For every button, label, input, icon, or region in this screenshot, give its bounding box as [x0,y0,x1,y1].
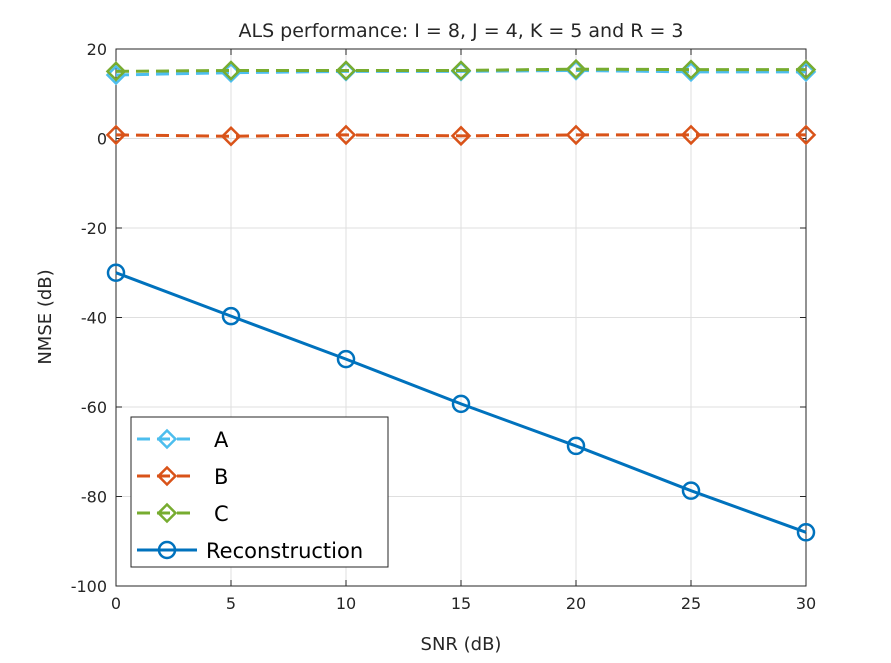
legend-label: B [214,465,228,489]
data-point-c [795,59,817,80]
legend-swatch-marker [156,502,178,524]
x-tick-label: 25 [681,594,701,613]
legend-item-b: B [137,465,228,489]
x-tick-label: 20 [566,594,586,613]
data-point-b [795,124,817,146]
data-point-reconstruction [451,394,471,414]
legend-item-c: C [137,502,229,526]
x-tick-label: 0 [111,594,121,613]
x-axis-label: SNR (dB) [421,634,502,655]
data-point-reconstruction [681,481,701,500]
y-axis-label: NMSE (dB) [35,269,56,364]
y-tick-label: -80 [81,488,107,507]
data-point-c [565,58,587,80]
legend-swatch-marker [156,428,178,450]
chart-title: ALS performance: I = 8, J = 4, K = 5 and… [238,20,683,42]
data-point-reconstruction [566,436,586,456]
data-point-b [565,124,587,146]
series-layer [105,58,817,542]
legend-label: A [214,428,229,452]
data-point-b [220,125,242,147]
legend-label: C [214,502,229,526]
data-point-c [105,61,127,82]
x-tick-label: 5 [226,594,236,613]
data-point-c [335,60,357,81]
series-line-c [115,67,806,73]
legend-label: Reconstruction [206,539,363,563]
data-point-reconstruction [796,523,816,542]
data-point-b [105,124,127,146]
legend-swatch-marker [157,540,177,560]
y-tick-label: -20 [81,219,107,238]
data-point-reconstruction [336,349,356,369]
data-point-c [220,60,242,81]
x-tick-label: 10 [336,594,356,613]
data-point-reconstruction [221,306,241,326]
legend-swatch-marker [156,465,178,487]
series-line-reconstruction [115,271,807,534]
series-line-b [115,133,806,138]
y-tick-label: -40 [81,309,107,328]
data-point-c [680,59,702,80]
tick-layer: 0 5 10 15 20 25 30 -100 -80 -60 -40 -20 0 20 [71,40,816,613]
y-tick-label: 20 [87,40,107,59]
y-tick-label: -100 [71,577,107,596]
data-point-reconstruction [106,263,126,282]
y-tick-label: -60 [81,398,107,417]
data-point-c [450,60,472,81]
x-tick-label: 15 [451,594,471,613]
y-tick-label: 0 [97,130,107,149]
data-point-b [680,124,702,146]
data-point-b [335,124,357,146]
series-reconstruction [106,263,816,542]
x-tick-label: 30 [796,594,816,613]
legend: ABC Reconstruction [130,416,389,568]
data-point-b [450,125,472,147]
series-c [105,58,817,82]
series-b [105,124,817,147]
legend-item-a: A [137,428,229,452]
legend-item-reconstruction: Reconstruction [137,539,363,563]
